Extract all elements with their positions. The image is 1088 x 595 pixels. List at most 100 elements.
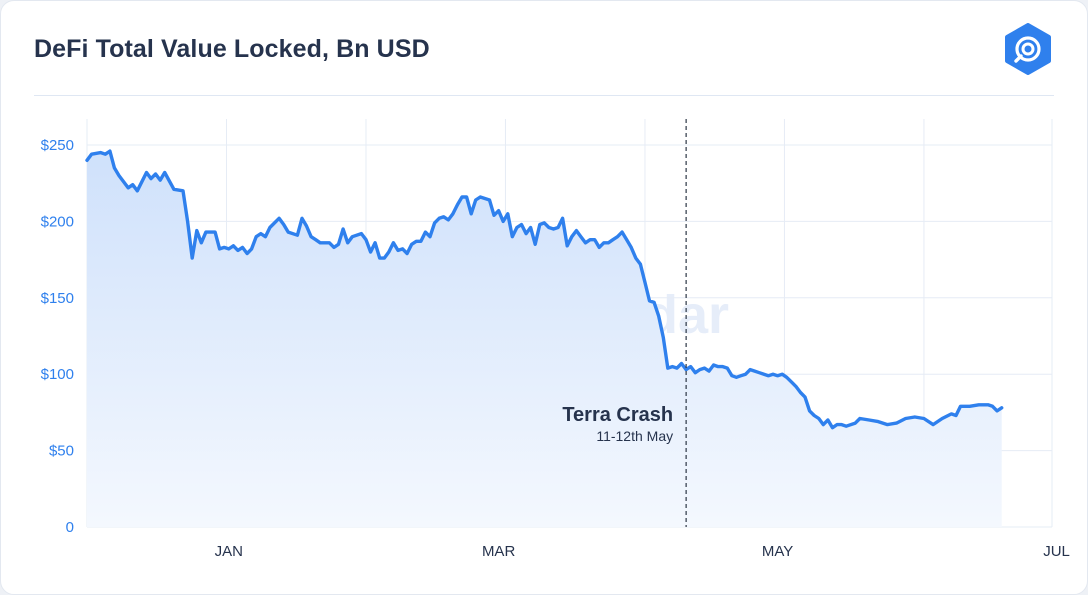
data-point [113,166,116,170]
data-point [181,189,185,193]
data-point [259,232,262,235]
x-tick-label: MAR [482,543,516,560]
data-point [753,369,756,373]
data-point [835,423,839,426]
data-point [451,212,455,215]
data-point [204,230,208,234]
data-point [543,221,546,225]
data-point [117,174,121,177]
data-point [712,363,715,367]
data-point [200,241,203,244]
data-point [634,256,638,260]
data-point [533,243,537,246]
data-point [428,235,432,238]
data-point [433,221,436,225]
data-point [332,246,336,249]
data-point [163,171,166,174]
data-point [241,246,244,249]
data-point [950,412,953,416]
data-point [959,405,962,408]
y-axis: 0 $50 $100 $150 $200 $250 [41,137,74,536]
data-point [922,417,926,420]
data-point [698,368,702,371]
data-point [579,235,583,238]
data-point [136,189,139,193]
data-point [245,252,249,255]
data-point [844,424,848,428]
data-point [154,172,157,176]
data-point [442,215,445,219]
data-point [986,403,990,406]
data-point [85,159,89,162]
data-point [415,240,418,243]
data-point [680,362,683,365]
data-point [364,238,368,241]
data-point [236,249,240,252]
data-point [369,250,372,254]
data-point [977,403,981,406]
data-point [886,423,889,426]
data-point [780,373,784,376]
data-point [337,243,340,246]
data-point [799,391,802,394]
data-point [771,373,775,376]
data-point [762,373,766,376]
annotation-title: Terra Crash [562,404,673,426]
data-point [314,238,317,241]
data-point [218,247,221,251]
data-point [328,241,331,244]
data-point [643,281,647,284]
data-point [319,241,322,244]
data-point [675,366,679,370]
data-point [387,250,391,254]
data-point [456,203,459,206]
data-point [492,214,496,217]
data-point [213,230,217,234]
data-point [703,366,706,370]
data-point [671,365,674,368]
data-point [488,198,491,202]
data-point [552,227,555,231]
data-point [648,299,651,303]
data-point [287,230,290,234]
data-point [515,226,519,229]
data-point [602,241,606,244]
data-point [255,235,258,238]
data-point [378,256,381,260]
x-tick-label: JAN [215,543,243,560]
data-point [803,395,807,399]
data-point [735,376,738,379]
data-point [410,243,413,246]
data-point [758,371,761,374]
data-point [611,238,615,241]
data-point [598,246,601,249]
data-point [465,195,468,199]
data-point [694,371,697,374]
data-point [524,232,528,235]
data-point [360,232,363,235]
data-point [625,238,628,241]
data-point [232,244,235,248]
data-point [264,235,267,238]
y-tick-label: $250 [41,137,74,154]
data-point [566,244,569,248]
data-point [748,368,752,371]
data-point [396,249,400,252]
data-point [593,238,596,241]
data-point [561,217,564,220]
dappradar-logo-icon[interactable] [1002,23,1054,75]
data-point [506,212,509,215]
data-point [145,171,148,174]
x-axis: JAN MAR MAY JUL [215,543,1070,560]
data-point [268,226,272,229]
data-point [776,374,779,377]
data-point [556,226,560,229]
data-point [547,226,551,229]
data-point [913,415,916,419]
data-point [296,233,299,237]
data-point [250,247,253,251]
data-point [721,365,724,368]
data-point [767,374,770,377]
tvl-series-points [85,149,1003,429]
data-point [511,235,514,238]
